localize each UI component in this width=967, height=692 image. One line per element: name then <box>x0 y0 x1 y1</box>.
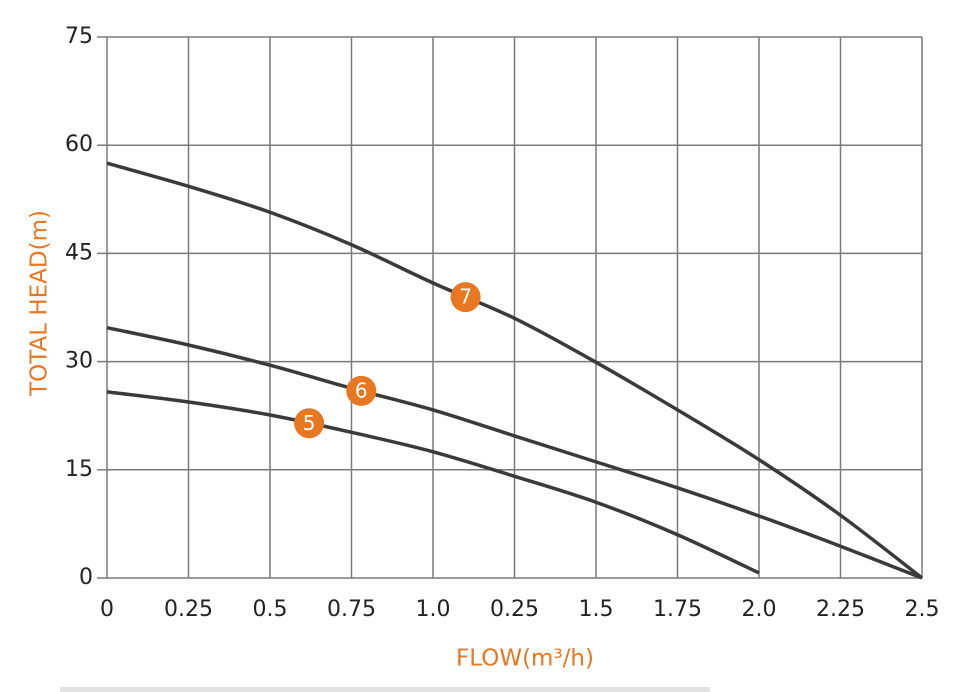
x-tick-label: 0.5 <box>253 597 288 622</box>
scrollbar <box>60 687 710 692</box>
x-tick-label: 0.25 <box>490 597 539 622</box>
y-tick-label: 15 <box>65 457 93 482</box>
y-tick-label: 0 <box>79 565 93 590</box>
curve <box>106 390 760 575</box>
x-tick-label: 1.75 <box>653 597 702 622</box>
y-tick-label: 75 <box>65 24 93 49</box>
curve <box>106 161 924 580</box>
x-tick-label: 2.0 <box>742 597 777 622</box>
series-label: 5 <box>303 411 316 435</box>
x-tick-label: 0.25 <box>164 597 213 622</box>
curve <box>106 325 923 580</box>
y-tick-label: 30 <box>65 349 93 374</box>
x-tick-label: 2.5 <box>905 597 940 622</box>
y-tick-label: 60 <box>65 132 93 157</box>
x-tick-label: 1.5 <box>579 597 614 622</box>
x-tick-label: 2.25 <box>816 597 865 622</box>
series-label: 6 <box>355 378 368 402</box>
series-badge <box>294 408 325 439</box>
x-tick-label: 1.0 <box>416 597 451 622</box>
x-tick-label: 0.75 <box>327 597 376 622</box>
series-badge <box>450 282 481 313</box>
y-axis-title: TOTAL HEAD(m) <box>27 210 53 397</box>
series-badge <box>346 375 377 406</box>
x-tick-label: 0 <box>100 597 114 622</box>
x-axis-title: FLOW(m³/h) <box>456 646 594 672</box>
series-label: 7 <box>459 285 472 309</box>
y-tick-label: 45 <box>65 240 93 265</box>
